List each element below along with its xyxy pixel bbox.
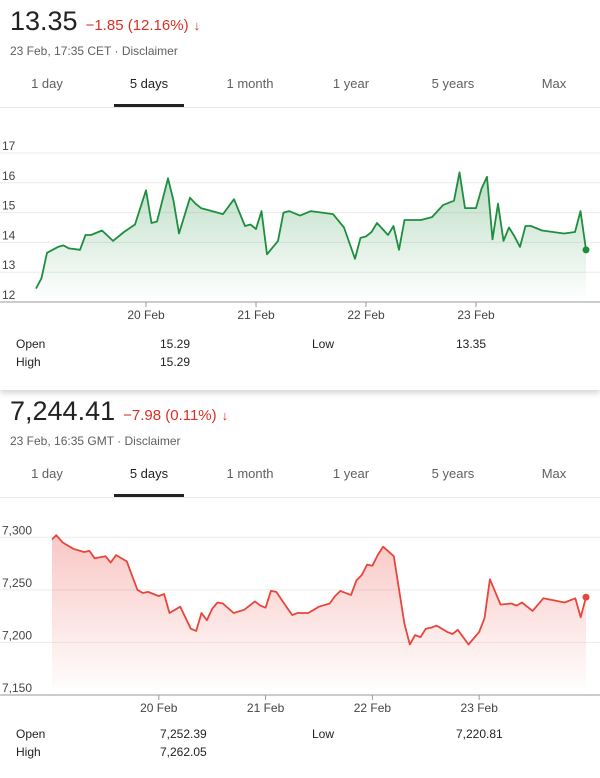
tab-5-years[interactable]: 5 years (431, 76, 475, 91)
y-tick-label: 7,200 (2, 628, 32, 642)
x-tick-label: 21 Feb (237, 308, 275, 322)
tab-1-year[interactable]: 1 year (332, 76, 370, 91)
range-tabs: 1 day 5 days 1 month 1 year 5 years Max (0, 454, 600, 497)
tab-1-month[interactable]: 1 month (226, 76, 274, 91)
open-label: Open (16, 727, 46, 741)
quote-timestamp: 23 Feb, 16:35 GMT · Disclaimer (10, 434, 181, 448)
end-point-marker (582, 593, 590, 601)
y-tick-label: 7,150 (2, 681, 32, 695)
x-tick-label: 23 Feb (457, 308, 495, 322)
x-tick-label: 22 Feb (354, 701, 392, 715)
series-line (35, 171, 587, 290)
x-tick-label: 20 Feb (127, 308, 165, 322)
quote-timestamp: 23 Feb, 17:35 CET · Disclaimer (10, 44, 178, 58)
area-fill (52, 535, 586, 695)
down-arrow-icon: ↓ (193, 18, 201, 33)
open-label: Open (16, 337, 46, 351)
y-tick-label: 16 (2, 169, 16, 183)
tab-5-days[interactable]: 5 days (114, 454, 184, 497)
open-value: 15.29 (160, 337, 191, 351)
x-tick-label: 20 Feb (140, 701, 178, 715)
tab-1-day[interactable]: 1 day (31, 76, 63, 91)
high-label: High (16, 355, 41, 369)
x-tick-label: 21 Feb (247, 701, 285, 715)
x-tick-label: 22 Feb (347, 308, 385, 322)
current-price: 13.35 (10, 6, 78, 36)
current-price: 7,244.41 (10, 396, 116, 426)
price-change: −1.85 (12.16%) ↓ (86, 17, 201, 34)
y-tick-label: 17 (2, 139, 16, 153)
low-label: Low (312, 337, 335, 351)
tab-5-days[interactable]: 5 days (114, 64, 184, 107)
chart-card-1: 13.35 −1.85 (12.16%) ↓ 23 Feb, 17:35 CET … (0, 6, 600, 369)
tab-1-month[interactable]: 1 month (226, 466, 274, 481)
tab-max[interactable]: Max (541, 466, 567, 481)
high-value: 7,262.05 (160, 745, 207, 759)
tabs-divider (0, 107, 600, 108)
low-value: 7,220.81 (456, 727, 503, 741)
tab-1-year[interactable]: 1 year (332, 466, 370, 481)
series-line (51, 534, 587, 646)
price-change: −7.98 (0.11%) ↓ (123, 407, 228, 424)
tabs-divider (0, 497, 600, 498)
price-change-value: −7.98 (0.11%) (123, 407, 217, 424)
quote-header: 7,244.41 −7.98 (0.11%) ↓ (10, 396, 228, 427)
y-tick-label: 14 (2, 228, 16, 242)
y-tick-label: 7,250 (2, 576, 32, 590)
y-tick-label: 15 (2, 199, 16, 213)
range-tabs: 1 day 5 days 1 month 1 year 5 years Max (0, 64, 600, 107)
high-value: 15.29 (160, 355, 191, 369)
low-label: Low (312, 727, 335, 741)
tab-5-years[interactable]: 5 years (431, 466, 475, 481)
high-label: High (16, 745, 41, 759)
tab-max[interactable]: Max (541, 76, 567, 91)
price-chart[interactable]: 7,150 7,200 7,250 7,300 20 Feb 21 Feb 22 Feb 23… (0, 498, 600, 726)
y-tick-label: 7,300 (2, 523, 32, 537)
tab-1-day[interactable]: 1 day (31, 466, 63, 481)
y-tick-label: 13 (2, 258, 16, 272)
end-point-marker (582, 246, 590, 254)
quote-header: 13.35 −1.85 (12.16%) ↓ (10, 6, 200, 37)
x-tick-label: 23 Feb (461, 701, 499, 715)
y-tick-label: 12 (2, 288, 16, 302)
price-change-value: −1.85 (12.16%) (85, 17, 189, 34)
chart-card-2: 7,244.41 −7.98 (0.11%) ↓ 23 Feb, 16:35 GM… (0, 390, 600, 778)
open-value: 7,252.39 (160, 727, 207, 741)
low-value: 13.35 (456, 337, 487, 351)
down-arrow-icon: ↓ (221, 408, 229, 423)
price-chart[interactable]: 12 13 14 15 16 17 20 Feb 21 Feb 22 Feb 23 Feb (0, 108, 600, 336)
